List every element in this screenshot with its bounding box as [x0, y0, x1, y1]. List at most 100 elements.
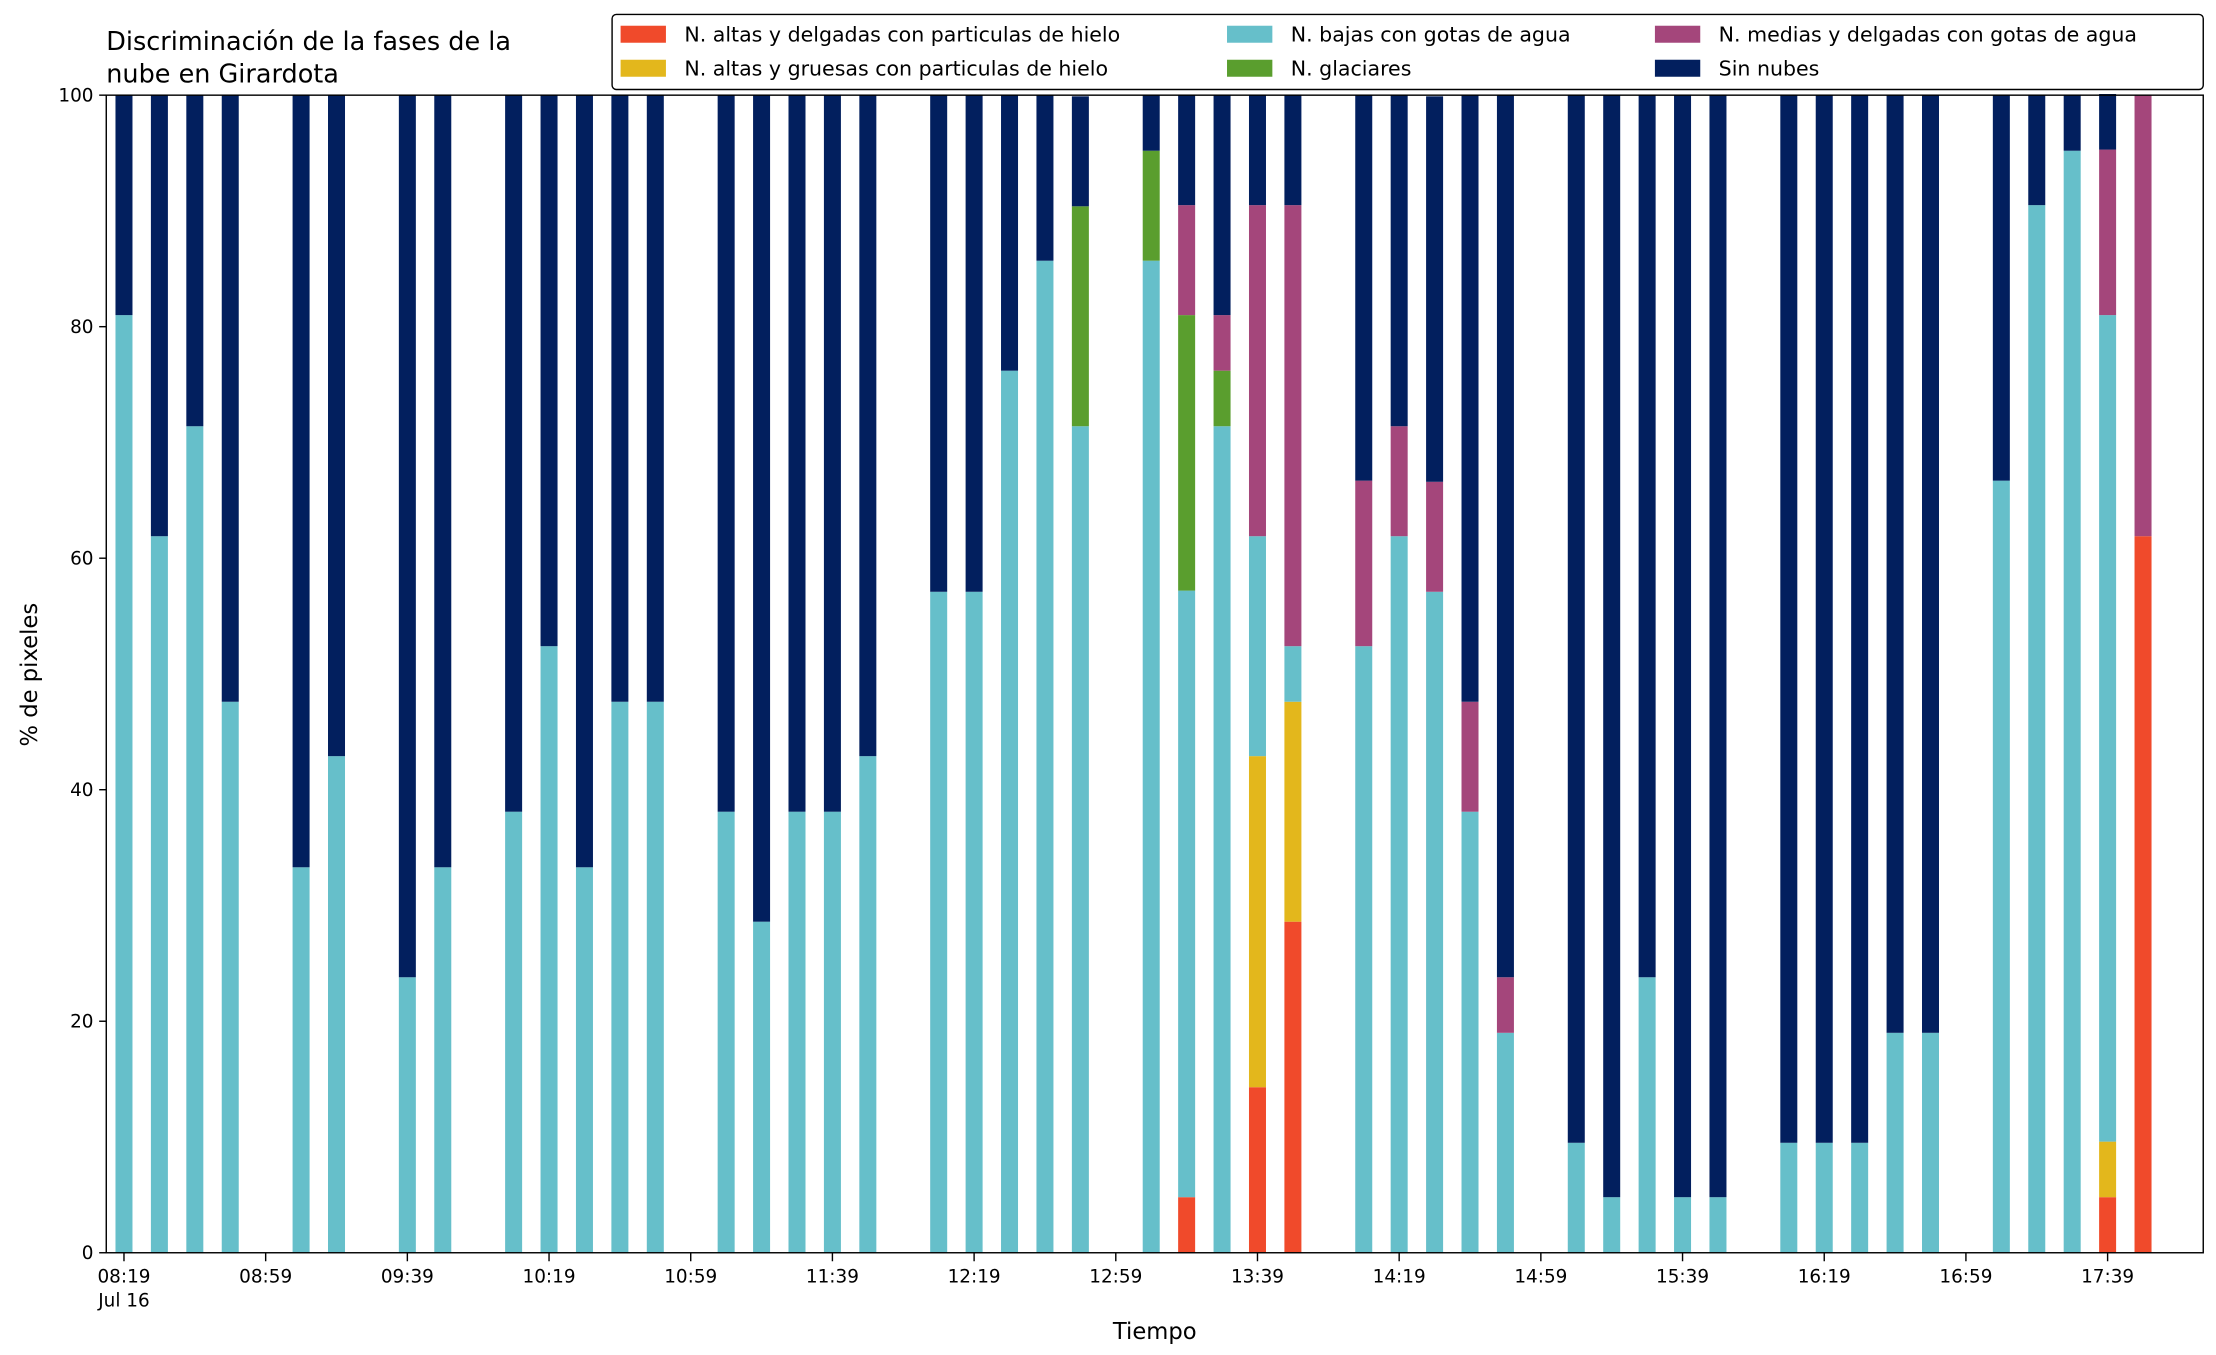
bar-segment [1674, 95, 1692, 1198]
bar-segment [1461, 701, 1479, 812]
legend-swatch [1227, 59, 1273, 77]
bar-segment [1248, 1087, 1266, 1253]
x-tick-label: 08:19 [97, 1267, 150, 1288]
bar-segment [1142, 260, 1160, 1253]
x-tick-label: 16:19 [1798, 1267, 1851, 1288]
x-date-label: Jul 16 [97, 1291, 149, 1312]
bar-segment [328, 756, 346, 1253]
bar-segment [930, 95, 948, 592]
bar-segment [1001, 370, 1019, 1253]
y-tick-label: 0 [82, 1243, 94, 1264]
bar-segment [1426, 96, 1444, 482]
x-tick-label: 11:39 [806, 1267, 859, 1288]
bar-segment [1213, 426, 1231, 1253]
x-tick-label: 08:59 [239, 1267, 292, 1288]
legend-label: N. altas y delgadas con particulas de hi… [684, 22, 1120, 46]
bar-segment [540, 95, 558, 647]
y-tick-label: 100 [58, 86, 93, 107]
y-tick-label: 80 [70, 317, 93, 338]
bar-segment [611, 701, 629, 1253]
bar-segment [2099, 1197, 2117, 1253]
legend-label: N. altas y gruesas con particulas de hie… [684, 56, 1108, 80]
legend-frame [611, 13, 2204, 91]
bar-segment [1213, 95, 1231, 316]
legend-swatch [620, 25, 666, 43]
bar-segment [1142, 95, 1160, 151]
bar-segment [434, 867, 452, 1253]
bar-segment [1567, 95, 1585, 1143]
bar-segment [292, 867, 310, 1253]
bar-segment [1284, 921, 1302, 1253]
bar-segment [2099, 1141, 2117, 1198]
legend-label: N. medias y delgadas con gotas de agua [1719, 22, 2137, 46]
bar-segment [859, 756, 877, 1253]
legend: N. altas y delgadas con particulas de hi… [611, 13, 2204, 91]
bar-segment [1567, 1142, 1585, 1253]
bar-segment [1780, 1142, 1798, 1253]
bar-segment [930, 591, 948, 1253]
y-tick-label: 60 [70, 549, 93, 570]
bar-segment [1921, 1032, 1939, 1253]
bar-segment [753, 95, 771, 922]
bar-segment [859, 95, 877, 757]
bar-segment [1603, 95, 1621, 1198]
legend-label: N. glaciares [1291, 56, 1412, 80]
x-tick-label: 10:59 [664, 1267, 717, 1288]
chart-title: Discriminación de la fases de la [106, 27, 511, 57]
bar-segment [1284, 95, 1302, 206]
bar-segment [1461, 95, 1479, 702]
bar-segment [328, 95, 346, 757]
bar-segment [186, 426, 204, 1253]
bar-segment [823, 95, 841, 812]
x-tick-label: 15:39 [1656, 1267, 1709, 1288]
bar-segment [1496, 977, 1514, 1033]
bar-segment [1071, 96, 1089, 207]
bar-segment [1355, 646, 1373, 1253]
bar-segment [1071, 206, 1089, 427]
bar-segment [2028, 95, 2046, 206]
bar-segment [2099, 149, 2117, 316]
bar-segment [1213, 370, 1231, 427]
bar-segment [1248, 95, 1266, 206]
bar-segment [398, 95, 416, 978]
x-tick-label: 09:39 [381, 1267, 434, 1288]
legend-swatch [1654, 59, 1701, 77]
bar-segment [1178, 95, 1196, 206]
y-tick-label: 20 [70, 1012, 93, 1033]
bar-segment [1178, 1197, 1196, 1253]
bar-segment [753, 921, 771, 1253]
bar-segment [292, 95, 310, 868]
bar-segment [2099, 94, 2117, 150]
bar-segment [1390, 426, 1408, 537]
bar-segment [1461, 811, 1479, 1253]
bar-segment [505, 811, 523, 1253]
bar-segment [1886, 95, 1904, 1033]
bar-segment [2028, 205, 2046, 1253]
bar-segment [965, 95, 983, 592]
bar-segment [1886, 1032, 1904, 1253]
bar-segment [575, 867, 593, 1253]
bar-segment [1815, 1142, 1833, 1253]
bar-segment [2134, 536, 2152, 1253]
bar-segment [646, 95, 664, 702]
bar-segment [1071, 426, 1089, 1253]
bar-segment [1355, 95, 1373, 481]
bar-segment [1213, 315, 1231, 371]
bar-segment [1496, 95, 1514, 978]
bar-segment [1638, 95, 1656, 978]
x-tick-label: 17:39 [2081, 1267, 2134, 1288]
bar-segment [965, 591, 983, 1253]
legend-label: N. bajas con gotas de agua [1291, 22, 1571, 46]
bar-segment [115, 95, 133, 316]
bar-segment [150, 536, 168, 1253]
bar-segment [1851, 1142, 1869, 1253]
bar-segment [1178, 315, 1196, 591]
bar-segment [505, 95, 523, 812]
bar-segment [1638, 977, 1656, 1253]
bar-segment [186, 95, 204, 427]
x-tick-label: 10:19 [523, 1267, 576, 1288]
bar-segment [1992, 480, 2010, 1253]
bar-segment [1142, 150, 1160, 261]
